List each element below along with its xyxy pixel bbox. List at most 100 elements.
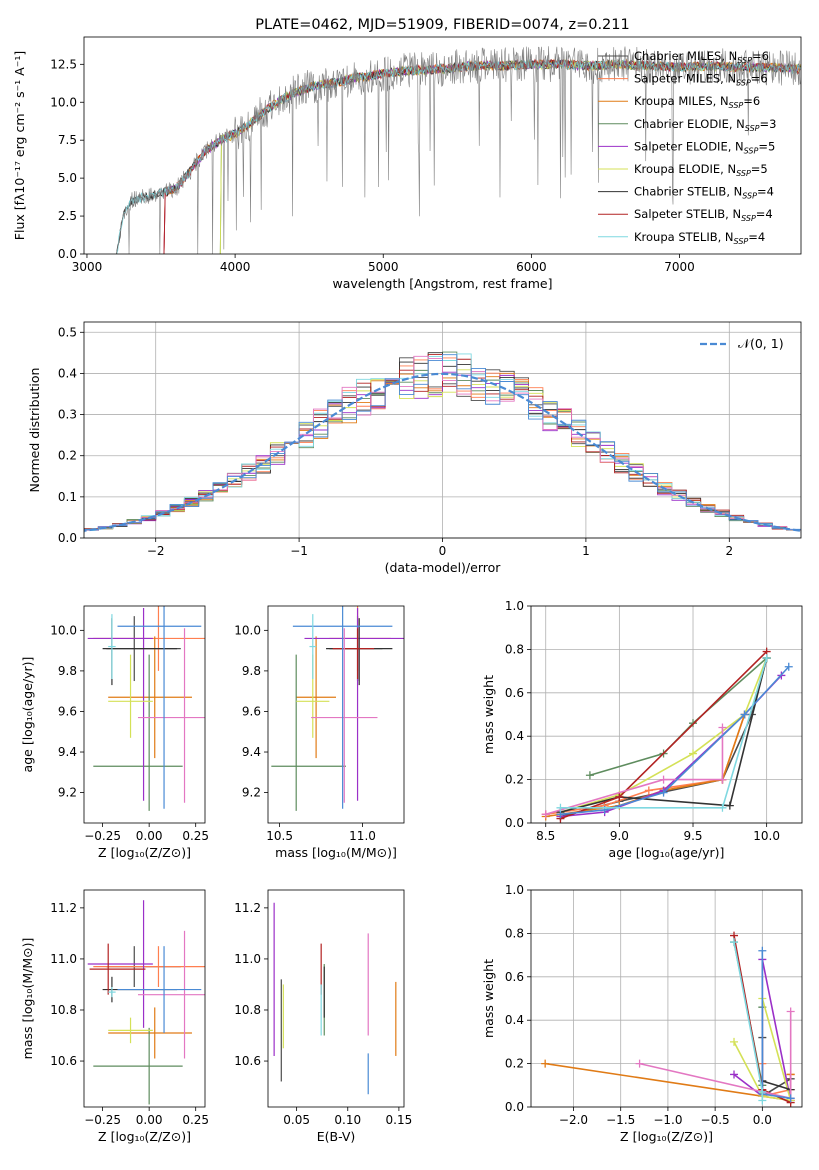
mass-vs-ebv-panel: 0.05 0.10 0.15 10.6 10.8 11.0 11.2 E(B-V) — [234, 889, 413, 1144]
mass-weight-marker — [718, 723, 727, 732]
y-tick-label: 0.2 — [58, 449, 77, 463]
mass-weight-marker — [725, 801, 734, 810]
y-axis-label: age [log₁₀(age/yr)] — [20, 657, 35, 773]
y-axis-label: mass [log₁₀(M/M⊙)] — [20, 938, 35, 1060]
gaussian-curve — [84, 372, 801, 532]
y-tick-label: 0.0 — [505, 816, 524, 830]
spectrum-panel: 3000 4000 5000 6000 7000 0.0 2.5 5.0 7.5 10.0 12.5… — [12, 17, 802, 291]
mass-weight-line — [560, 657, 768, 813]
model-spectrum-line — [163, 58, 801, 254]
error-bar-point — [271, 654, 346, 811]
error-bar-point — [108, 654, 153, 738]
y-tick-label: 12.5 — [50, 57, 77, 71]
plot-area — [271, 606, 404, 811]
mass-weight-marker — [718, 803, 727, 812]
mass-weight-marker — [730, 1070, 739, 1079]
chart-title: PLATE=0462, MJD=51909, FIBERID=0074, z=0… — [255, 17, 629, 33]
legend-label: Chabrier STELIB, NSSP=4 — [634, 185, 774, 201]
y-tick-label: 0.4 — [505, 729, 524, 743]
x-tick-label: 0.05 — [283, 1113, 310, 1127]
x-tick-label: 1 — [582, 544, 590, 558]
error-bar-point — [304, 608, 404, 801]
error-bar-point — [108, 636, 192, 759]
y-tick-label: 11.2 — [50, 901, 77, 915]
x-tick-label: 0.15 — [386, 1113, 413, 1127]
y-tick-label: 10.0 — [50, 623, 77, 637]
plot-area — [116, 46, 801, 254]
age-vs-metallicity-panel: −0.25 0.00 0.25 9.2 9.4 9.6 9.8 10.0 Z [log₁₀(Z/… — [20, 605, 209, 860]
x-tick-label: 4000 — [220, 260, 251, 274]
plot-area — [273, 902, 397, 1095]
y-tick-label: 10.6 — [234, 1054, 261, 1068]
mass-weight-line — [560, 657, 768, 809]
mass-weight-vs-age-panel: 8.5 9.0 9.5 10.0 0.0 0.2 0.4 0.6 0.8 1.0 age [log₁… — [481, 599, 803, 860]
error-bar-point — [87, 608, 153, 801]
mass-weight-line — [545, 714, 746, 818]
error-bar-point — [137, 628, 205, 803]
x-tick-label: 0 — [439, 544, 447, 558]
x-axis-label: Z [log₁₀(Z/Z⊙)] — [620, 1129, 713, 1144]
y-tick-label: 9.8 — [242, 664, 261, 678]
x-tick-label: 0.25 — [182, 1113, 209, 1127]
error-bar-point — [102, 618, 178, 686]
x-tick-label: 10.0 — [753, 829, 780, 843]
residual-histogram-panel: −2 −1 0 1 2 0.0 0.1 0.2 0.3 0.4 0.5 (data-model)/er… — [27, 321, 802, 575]
axes-frame — [83, 36, 802, 255]
error-bar-point — [89, 943, 146, 995]
x-axis-label: mass [log₁₀(M/M⊙)] — [275, 845, 397, 860]
y-tick-label: 9.2 — [58, 786, 77, 800]
x-tick-label: 8.5 — [536, 829, 555, 843]
y-tick-label: 0.4 — [505, 1013, 524, 1027]
y-tick-label: 9.4 — [58, 745, 77, 759]
y-tick-label: 10.0 — [234, 623, 261, 637]
y-tick-label: 9.8 — [58, 664, 77, 678]
x-axis-label: Z [log₁₀(Z/Z⊙)] — [98, 845, 191, 860]
legend-label: Salpeter MILES, NSSP=6 — [634, 72, 768, 88]
mass-weight-marker — [541, 810, 550, 819]
error-bar-point — [309, 614, 317, 680]
error-bar-point — [326, 618, 393, 686]
axes-frame — [530, 889, 803, 1108]
y-tick-label: 9.4 — [242, 745, 261, 759]
age-vs-mass-panel: 10.5 11.0 9.2 9.4 9.6 9.8 10.0 mass [log₁₀(M/M⊙… — [234, 605, 405, 860]
x-axis-label: (data-model)/error — [385, 560, 502, 575]
y-axis-label: Flux [fλ10⁻¹⁷ erg cm⁻² s⁻¹ A⁻¹] — [12, 51, 27, 240]
y-tick-label: 0.8 — [505, 926, 524, 940]
axes-frame — [83, 605, 206, 824]
legend-label: Kroupa STELIB, NSSP=4 — [634, 230, 765, 246]
error-bar-point — [93, 1027, 183, 1105]
legend-label: Kroupa ELODIE, NSSP=5 — [634, 162, 768, 178]
error-bar-point — [292, 606, 393, 809]
x-tick-label: 0.00 — [136, 1113, 163, 1127]
legend-label: Chabrier MILES, NSSP=6 — [634, 49, 769, 65]
mass-weight-marker — [786, 1094, 795, 1103]
error-bar-point — [332, 628, 375, 680]
histogram-step-line — [84, 354, 801, 533]
model-spectrum-line — [163, 58, 801, 254]
x-tick-label: −0.25 — [84, 829, 121, 843]
mass-weight-marker — [689, 749, 698, 758]
x-tick-label: −1 — [290, 544, 308, 558]
x-axis-label: Z [log₁₀(Z/Z⊙)] — [98, 1129, 191, 1144]
legend-label: Chabrier ELODIE, NSSP=3 — [634, 117, 776, 133]
error-bar-point — [108, 614, 116, 680]
legend-label: Salpeter ELODIE, NSSP=5 — [634, 139, 775, 155]
y-tick-label: 10.0 — [50, 95, 77, 109]
error-bar-point — [117, 946, 202, 1033]
data-spectrum-line — [116, 46, 801, 254]
y-tick-label: 0.2 — [505, 1057, 524, 1071]
x-axis-label: age [log₁₀(age/yr)] — [609, 845, 725, 860]
y-axis-label: mass weight — [481, 959, 496, 1038]
x-tick-label: −2 — [147, 544, 165, 558]
y-tick-label: 10.6 — [50, 1054, 77, 1068]
mass-weight-marker — [615, 792, 624, 801]
y-tick-label: 0.5 — [58, 325, 77, 339]
error-bar-point — [87, 900, 153, 1028]
legend-label: 𝒩(0, 1) — [738, 336, 784, 351]
x-axis-label: wavelength [Angstrom, rest frame] — [332, 276, 552, 291]
mass-weight-line — [589, 657, 768, 777]
mass-weight-marker — [718, 775, 727, 784]
mass-weight-line — [545, 727, 724, 816]
mass-weight-vs-metallicity-panel: −2.0 −1.5 −1.0 −0.5 0.0 0.0 0.2 0.4 0.6 0.8 1.0 Z [… — [481, 883, 803, 1144]
y-tick-label: 0.3 — [58, 408, 77, 422]
